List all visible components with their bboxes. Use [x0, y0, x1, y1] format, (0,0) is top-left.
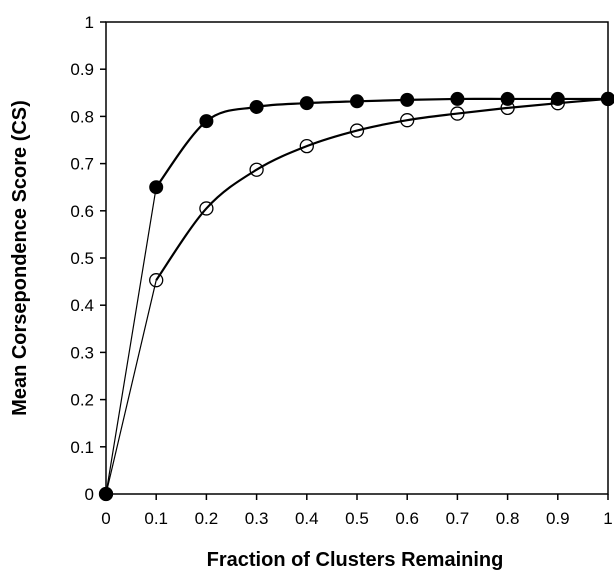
y-tick-label: 0.5 [70, 249, 94, 268]
series-2-point [400, 113, 415, 128]
plot-frame [105, 21, 609, 495]
x-tick-label: 0.9 [546, 509, 570, 528]
x-tick-label: 0.8 [496, 509, 520, 528]
series-2-point [299, 138, 314, 154]
x-tick-label: 0.3 [245, 509, 269, 528]
x-tick-label: 0.2 [195, 509, 219, 528]
series-1-point [450, 91, 465, 106]
series-2-point [550, 96, 565, 111]
series-2-point [249, 162, 264, 177]
series-2-point [98, 486, 114, 502]
y-axis-title: Mean Corsepondence Score (CS) [9, 100, 31, 416]
y-tick-label: 0.8 [70, 107, 94, 126]
series-1-curve [155, 97, 608, 188]
x-tick-label: 0.4 [295, 509, 319, 528]
y-tick-label: 0.3 [70, 343, 94, 362]
series-1-point [199, 114, 214, 129]
series-2-point [349, 123, 365, 138]
x-tick-label: 1 [603, 509, 612, 528]
x-tick-label: 0.6 [395, 509, 419, 528]
series-1-point [350, 94, 364, 109]
series-2-point [450, 106, 465, 121]
x-tick-label: 0.5 [345, 509, 369, 528]
x-axis-title: Fraction of Clusters Remaining [207, 549, 504, 571]
series-1-point [299, 96, 314, 111]
series-layer [98, 91, 614, 502]
series-2-point [149, 273, 164, 288]
x-tick-label: 0.7 [446, 509, 470, 528]
y-tick-label: 0.7 [70, 155, 94, 174]
series-1-point [249, 99, 264, 114]
y-tick-label: 0.6 [70, 202, 94, 221]
y-tick-label: 0 [85, 485, 94, 504]
series-2-point [500, 100, 515, 116]
series-1-point [149, 180, 164, 195]
y-tick-label: 0.4 [70, 296, 94, 315]
y-tick-label: 0.9 [70, 60, 94, 79]
series-1-point [400, 92, 415, 107]
ticks: 0 0.1 0.2 0.3 0.4 0.5 0.6 0.7 0.8 0.9 1 0 0.1 0.2 0.3 0… [70, 13, 612, 528]
y-tick-label: 0.2 [70, 391, 94, 410]
x-tick-label: 0 [101, 509, 110, 528]
x-tick-label: 0.1 [144, 509, 168, 528]
series-2 [98, 91, 614, 502]
axes [105, 21, 609, 495]
series-2-curve [155, 97, 609, 281]
series-1-line-start [105, 187, 157, 495]
series-2-line-start [105, 280, 157, 495]
series-2-point [600, 91, 614, 107]
y-tick-label: 0.1 [70, 438, 94, 457]
y-tick-label: 1 [85, 13, 94, 32]
series-1 [99, 91, 614, 501]
series-2-point [199, 201, 214, 216]
